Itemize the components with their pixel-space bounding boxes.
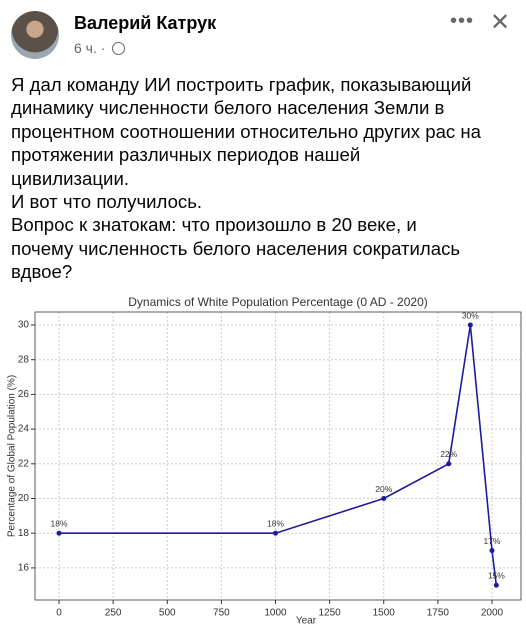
- text-line: почему численность белого населения сокр…: [11, 237, 461, 259]
- text-line: протяжении различных периодов нашей: [11, 144, 361, 166]
- more-button[interactable]: •••: [450, 10, 475, 32]
- y-tick-label: 22: [18, 458, 30, 469]
- y-tick-label: 26: [18, 389, 30, 400]
- y-tick-label: 20: [18, 493, 30, 504]
- data-point: [273, 530, 279, 536]
- x-tick-label: 0: [56, 608, 62, 619]
- text-line: цивилизации.: [11, 167, 129, 189]
- data-label: 15%: [488, 571, 505, 581]
- x-axis-label: Year: [296, 616, 317, 627]
- author-name[interactable]: Валерий Катрук: [74, 13, 217, 33]
- post-time[interactable]: 6 ч.: [74, 40, 97, 56]
- text-line: процентном соотношении относительно друг…: [11, 120, 481, 142]
- x-tick-label: 1000: [264, 608, 287, 619]
- privacy-icon: [112, 42, 126, 55]
- close-button[interactable]: ✕: [490, 9, 511, 36]
- y-tick-label: 16: [18, 563, 30, 574]
- data-line: [59, 324, 498, 586]
- text-line: Я дал команду ИИ построить график, показ…: [11, 74, 472, 95]
- separator: ·: [100, 40, 106, 56]
- data-point: [446, 461, 452, 467]
- post-text: Я дал команду ИИ построить график, показ…: [11, 73, 481, 284]
- y-tick-label: 24: [18, 424, 30, 435]
- data-label: 17%: [483, 536, 500, 546]
- data-label: 18%: [51, 518, 68, 528]
- x-tick-label: 250: [105, 608, 122, 619]
- x-tick-label: 1500: [373, 608, 396, 619]
- data-label: 30%: [462, 310, 479, 320]
- x-tick-label: 1750: [427, 608, 450, 619]
- data-point: [467, 322, 473, 328]
- data-label: 22%: [440, 449, 457, 459]
- y-axis-label: Percentage of Global Population (%): [7, 375, 18, 537]
- y-tick-label: 18: [18, 528, 30, 539]
- data-label: 20%: [375, 484, 392, 494]
- data-label: 18%: [267, 518, 284, 528]
- text-line: динамику численности белого населения Зе…: [11, 97, 445, 119]
- x-tick-label: 750: [213, 608, 230, 619]
- x-tick-label: 1250: [319, 608, 342, 619]
- data-point: [489, 548, 495, 554]
- data-point: [381, 496, 387, 502]
- text-line: И вот что получилось.: [11, 191, 203, 213]
- text-line: вдвое?: [11, 261, 73, 283]
- chart-title: Dynamics of White Population Percentage …: [128, 295, 427, 309]
- x-tick-label: 500: [159, 608, 176, 619]
- data-point: [493, 582, 499, 588]
- plot-frame: [34, 311, 522, 601]
- avatar[interactable]: [11, 11, 59, 59]
- y-tick-label: 28: [18, 354, 30, 365]
- x-tick-label: 2000: [481, 608, 504, 619]
- text-line: Вопрос к знатокам: что произошло в 20 ве…: [11, 214, 417, 236]
- data-point: [56, 530, 62, 536]
- chart: Dynamics of White Population Percentage …: [7, 295, 522, 627]
- y-tick-label: 30: [18, 320, 30, 331]
- post-meta: 6 ч. ·: [74, 40, 126, 56]
